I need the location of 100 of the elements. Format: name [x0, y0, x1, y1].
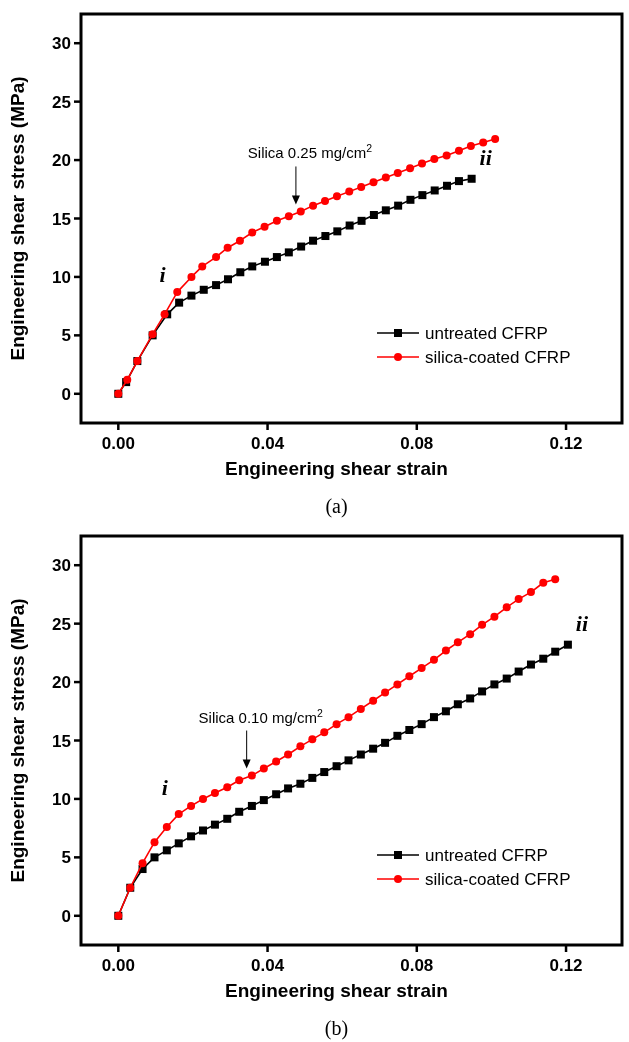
point: [514, 667, 523, 676]
point: [150, 853, 159, 862]
point: [199, 794, 208, 803]
point: [321, 196, 330, 205]
point: [309, 201, 318, 210]
x-tick-label: 0.04: [251, 434, 285, 453]
point: [381, 173, 390, 182]
point: [405, 725, 414, 734]
y-tick-label: 20: [52, 151, 71, 171]
point: [430, 186, 439, 195]
point: [138, 859, 147, 868]
point: [308, 773, 317, 782]
point: [309, 236, 318, 245]
y-tick-label: 20: [52, 673, 71, 693]
point: [296, 779, 305, 788]
point: [223, 783, 232, 792]
point: [162, 846, 171, 855]
point: [467, 174, 476, 183]
point: [235, 807, 244, 816]
point: [357, 216, 366, 225]
annotation: ii: [479, 144, 493, 170]
point: [235, 236, 244, 245]
point: [173, 288, 182, 297]
point: [514, 595, 523, 604]
point: [224, 275, 232, 284]
point: [369, 178, 378, 187]
point: [356, 750, 365, 759]
point: [406, 195, 415, 204]
annotation: Silica 0.25 mg/cm$^{2}$: [247, 142, 373, 162]
point: [236, 268, 245, 277]
point: [333, 227, 342, 236]
annotation: Silica 0.10 mg/cm$^{2}$: [198, 706, 323, 726]
point: [490, 680, 499, 689]
legend-label: untreated CFRP: [425, 324, 548, 343]
point: [321, 232, 330, 241]
legend-label: untreated CFRP: [425, 846, 548, 865]
point: [491, 135, 500, 144]
y-tick-label: 5: [61, 848, 71, 868]
point: [369, 696, 378, 705]
point: [441, 646, 450, 655]
point: [332, 720, 341, 729]
point: [212, 281, 221, 290]
point: [235, 776, 244, 785]
point: [272, 757, 281, 766]
point: [418, 191, 427, 200]
x-tick-label: 0.08: [400, 956, 434, 975]
point: [284, 212, 293, 221]
point: [357, 182, 366, 191]
point: [332, 762, 341, 771]
y-tick-label: 0: [61, 384, 71, 404]
point: [478, 620, 487, 629]
point: [502, 603, 511, 612]
y-tick-label: 30: [52, 34, 71, 54]
point: [223, 814, 232, 823]
point: [478, 687, 487, 696]
point: [162, 822, 171, 831]
point: [345, 221, 354, 230]
point: [394, 201, 403, 210]
point: [381, 738, 390, 747]
annotation: i: [159, 262, 167, 288]
point: [551, 647, 560, 656]
y-tick-label: 10: [52, 789, 71, 809]
point: [393, 680, 402, 689]
point: [210, 820, 219, 829]
point: [381, 206, 390, 215]
point: [502, 674, 511, 683]
point: [187, 272, 196, 281]
x-axis-title: Engineering shear strain: [225, 980, 448, 1001]
point: [174, 810, 183, 819]
point: [369, 210, 378, 219]
y-tick-label: 15: [52, 731, 71, 751]
point: [344, 713, 353, 722]
point: [284, 750, 293, 759]
point: [381, 688, 390, 697]
point: [174, 839, 183, 848]
point: [454, 177, 463, 186]
point: [406, 164, 415, 173]
point: [199, 285, 208, 294]
point: [454, 146, 463, 155]
point: [442, 151, 451, 160]
x-tick-label: 0.12: [549, 434, 583, 453]
x-tick-label: 0.08: [400, 434, 434, 453]
point: [150, 838, 159, 847]
point: [551, 575, 560, 584]
point: [248, 262, 257, 271]
x-tick-label: 0.00: [101, 434, 135, 453]
y-tick-label: 0: [61, 906, 71, 926]
point: [563, 640, 572, 649]
point: [441, 707, 450, 716]
point: [247, 771, 256, 780]
point: [272, 790, 281, 799]
point: [223, 243, 232, 252]
point: [417, 720, 426, 729]
point: [284, 784, 293, 793]
text: (b): [324, 1017, 349, 1040]
point: [308, 735, 317, 744]
point: [429, 713, 438, 722]
point: [539, 578, 548, 587]
y-tick-label: 15: [52, 209, 71, 229]
point: [344, 756, 353, 765]
